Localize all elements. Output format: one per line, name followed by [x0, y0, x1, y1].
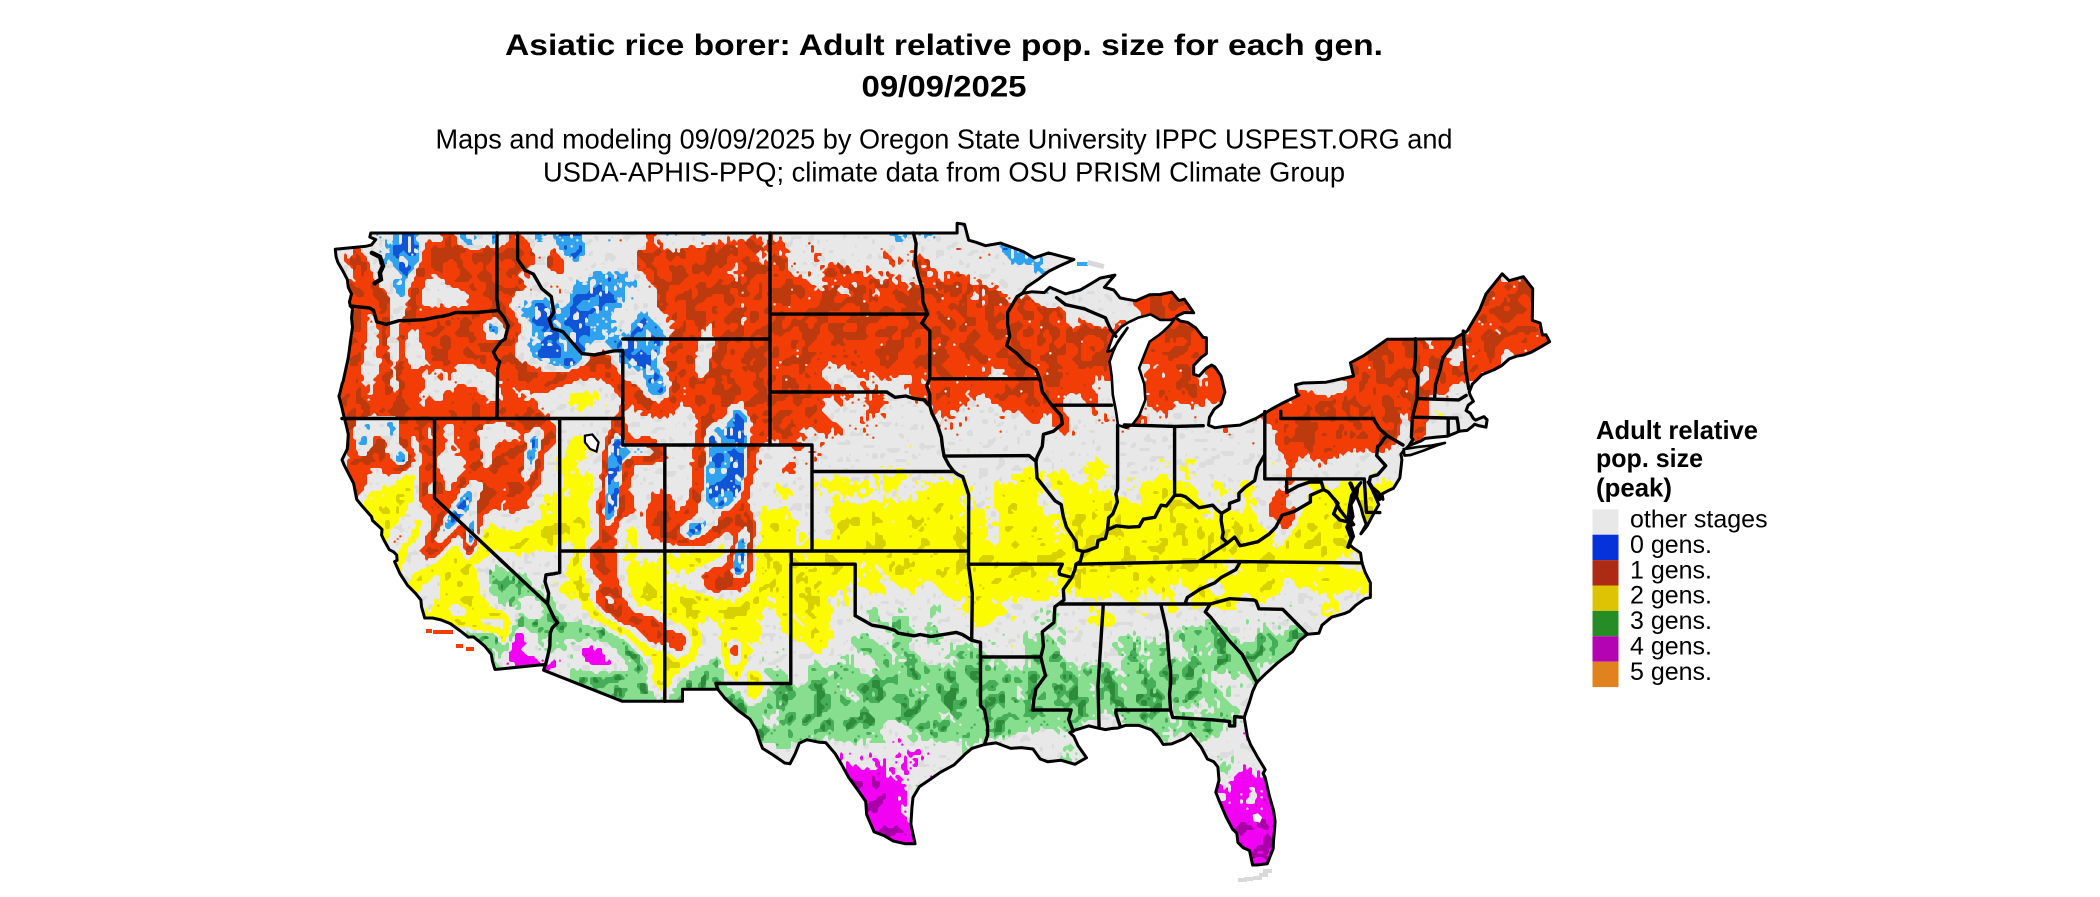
svg-text:5 gens.: 5 gens.	[1630, 658, 1712, 686]
svg-text:1 gens.: 1 gens.	[1630, 556, 1712, 584]
svg-text:pop. size: pop. size	[1596, 443, 1703, 473]
svg-text:09/09/2025: 09/09/2025	[862, 71, 1027, 104]
svg-text:4 gens.: 4 gens.	[1630, 633, 1712, 661]
svg-text:Maps and modeling 09/09/2025 b: Maps and modeling 09/09/2025 by Oregon S…	[436, 124, 1453, 155]
svg-text:other stages: other stages	[1630, 506, 1768, 534]
svg-text:USDA-APHIS-PPQ; climate data f: USDA-APHIS-PPQ; climate data from OSU PR…	[543, 157, 1345, 188]
svg-text:0 gens.: 0 gens.	[1630, 531, 1712, 559]
svg-text:2 gens.: 2 gens.	[1630, 582, 1712, 610]
svg-text:(peak): (peak)	[1596, 473, 1672, 503]
svg-text:Adult relative: Adult relative	[1596, 415, 1758, 445]
svg-text:Asiatic rice borer: Adult rela: Asiatic rice borer: Adult relative pop. …	[505, 29, 1383, 62]
svg-text:3 gens.: 3 gens.	[1630, 607, 1712, 635]
